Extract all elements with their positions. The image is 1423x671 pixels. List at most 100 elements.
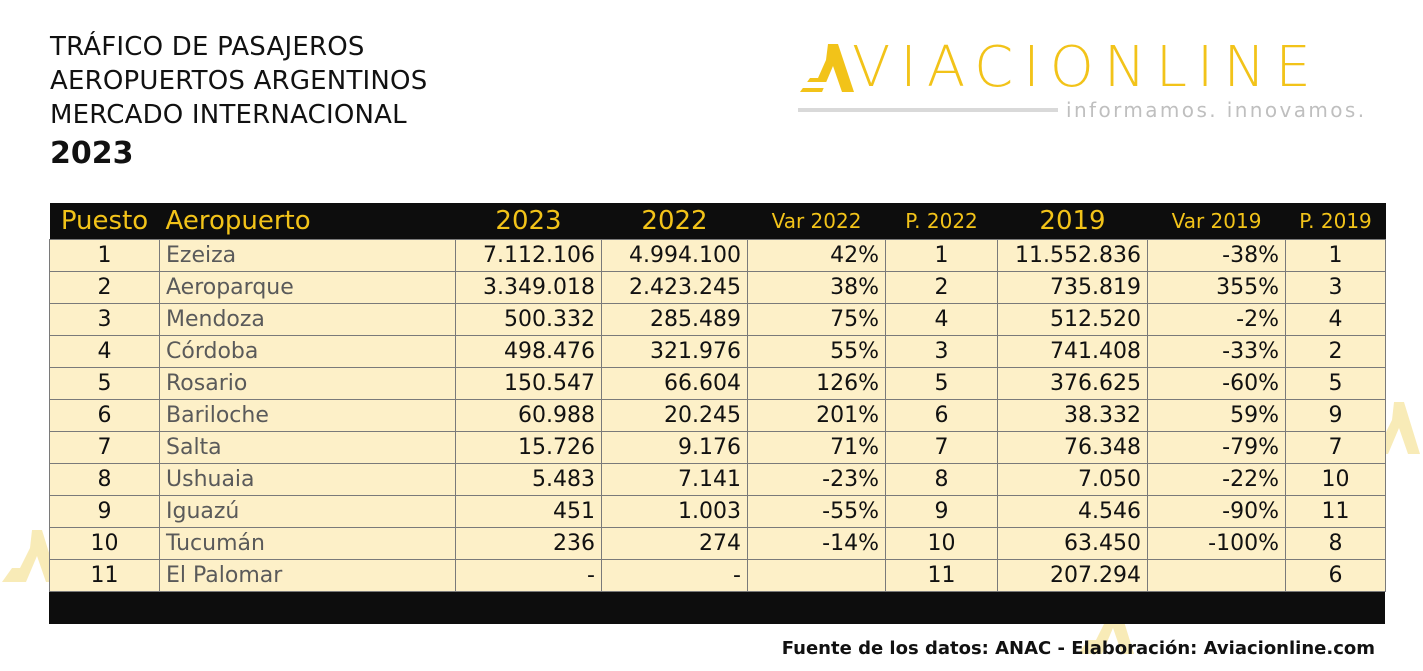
cell-var-2022: 42% bbox=[747, 238, 886, 272]
cell-pax-2023: 236 bbox=[455, 526, 602, 560]
cell-var-2022: -14% bbox=[747, 526, 886, 560]
cell-p-2022: 5 bbox=[885, 366, 998, 400]
cell-var-2022: 126% bbox=[747, 366, 886, 400]
cell-aeropuerto: Salta bbox=[159, 430, 456, 464]
logo-wordmark: VIACIONLINE bbox=[852, 35, 1321, 100]
cell-pax-2019: 376.625 bbox=[997, 366, 1148, 400]
cell-pax-2019: 735.819 bbox=[997, 270, 1148, 304]
cell-var-2019: -2% bbox=[1147, 302, 1286, 336]
cell-pax-2019: 4.546 bbox=[997, 494, 1148, 528]
cell-var-2022: 38% bbox=[747, 270, 886, 304]
header-var-2019: Var 2019 bbox=[1171, 208, 1262, 233]
cell-p-2019: 8 bbox=[1285, 526, 1386, 560]
header-p-2022: P. 2022 bbox=[905, 208, 978, 233]
cell-puesto: 6 bbox=[49, 398, 160, 432]
cell-var-2019: 355% bbox=[1147, 270, 1286, 304]
cell-var-2019: -100% bbox=[1147, 526, 1286, 560]
cell-p-2022: 4 bbox=[885, 302, 998, 336]
cell-aeropuerto: Tucumán bbox=[159, 526, 456, 560]
title-year: 2023 bbox=[50, 136, 134, 171]
title-line-1: TRÁFICO DE PASAJEROS bbox=[50, 32, 365, 62]
cell-pax-2023: 15.726 bbox=[455, 430, 602, 464]
cell-p-2022: 11 bbox=[885, 558, 998, 592]
cell-puesto: 5 bbox=[49, 366, 160, 400]
cell-pax-2023: 451 bbox=[455, 494, 602, 528]
table-row: 3 Mendoza 500.332 285.489 75% 4 512.520 -2% 4 bbox=[49, 302, 1386, 336]
cell-var-2019: 59% bbox=[1147, 398, 1286, 432]
table-row: 4 Córdoba 498.476 321.976 55% 3 741.408 -33% 2 bbox=[49, 334, 1386, 368]
cell-var-2019: -90% bbox=[1147, 494, 1286, 528]
cell-p-2022: 7 bbox=[885, 430, 998, 464]
cell-p-2022: 8 bbox=[885, 462, 998, 496]
cell-pax-2023: 150.547 bbox=[455, 366, 602, 400]
cell-var-2022: 71% bbox=[747, 430, 886, 464]
cell-pax-2019: 7.050 bbox=[997, 462, 1148, 496]
title-line-3: MERCADO INTERNACIONAL bbox=[50, 100, 407, 130]
cell-pax-2019: 38.332 bbox=[997, 398, 1148, 432]
passenger-traffic-table: Puesto Aeropuerto 2023 2022 Var 2022 P. … bbox=[49, 203, 1386, 624]
header-puesto: Puesto bbox=[60, 205, 149, 236]
table-body: 1 Ezeiza 7.112.106 4.994.100 42% 1 11.552.836-… bbox=[49, 238, 1386, 592]
cell-p-2019: 4 bbox=[1285, 302, 1386, 336]
cell-p-2019: 5 bbox=[1285, 366, 1386, 400]
cell-p-2022: 9 bbox=[885, 494, 998, 528]
cell-pax-2022: 285.489 bbox=[601, 302, 748, 336]
table-footer-bar bbox=[49, 591, 1385, 624]
cell-var-2022: -23% bbox=[747, 462, 886, 496]
table-row: 2 Aeroparque 3.349.018 2.423.245 38% 2 735.819… bbox=[49, 270, 1386, 304]
cell-pax-2022: 1.003 bbox=[601, 494, 748, 528]
cell-p-2022: 6 bbox=[885, 398, 998, 432]
cell-puesto: 2 bbox=[49, 270, 160, 304]
cell-aeropuerto: Rosario bbox=[159, 366, 456, 400]
header-2019: 2019 bbox=[1039, 205, 1106, 236]
table-row: 7 Salta 15.726 9.176 71% 7 76.348 -79% 7 bbox=[49, 430, 1386, 464]
cell-aeropuerto: Aeroparque bbox=[159, 270, 456, 304]
cell-p-2022: 3 bbox=[885, 334, 998, 368]
cell-var-2022: -55% bbox=[747, 494, 886, 528]
cell-puesto: 8 bbox=[49, 462, 160, 496]
cell-var-2019: -22% bbox=[1147, 462, 1286, 496]
cell-p-2019: 1 bbox=[1285, 238, 1386, 272]
cell-var-2019 bbox=[1147, 558, 1286, 592]
cell-pax-2019: 741.408 bbox=[997, 334, 1148, 368]
cell-pax-2022: 7.141 bbox=[601, 462, 748, 496]
table-row: 5 Rosario 150.547 66.604 126% 5 376.625 -60% 5 bbox=[49, 366, 1386, 400]
cell-p-2022: 1 bbox=[885, 238, 998, 272]
header-2022: 2022 bbox=[641, 205, 708, 236]
cell-var-2019: -38% bbox=[1147, 238, 1286, 272]
cell-pax-2023: 500.332 bbox=[455, 302, 602, 336]
cell-pax-2019: 512.520 bbox=[997, 302, 1148, 336]
cell-p-2019: 10 bbox=[1285, 462, 1386, 496]
cell-puesto: 7 bbox=[49, 430, 160, 464]
cell-pax-2023: 3.349.018 bbox=[455, 270, 602, 304]
title-line-2: AEROPUERTOS ARGENTINOS bbox=[50, 66, 428, 96]
cell-var-2019: -60% bbox=[1147, 366, 1286, 400]
cell-pax-2022: 274 bbox=[601, 526, 748, 560]
cell-p-2022: 10 bbox=[885, 526, 998, 560]
cell-puesto: 1 bbox=[49, 238, 160, 272]
table-row: 11 El Palomar - -11 207.294 6 bbox=[49, 558, 1386, 592]
cell-p-2019: 11 bbox=[1285, 494, 1386, 528]
cell-pax-2019: 76.348 bbox=[997, 430, 1148, 464]
table-row: 1 Ezeiza 7.112.106 4.994.100 42% 1 11.552.836-… bbox=[49, 238, 1386, 272]
cell-aeropuerto: Iguazú bbox=[159, 494, 456, 528]
cell-puesto: 4 bbox=[49, 334, 160, 368]
cell-puesto: 3 bbox=[49, 302, 160, 336]
cell-pax-2022: - bbox=[601, 558, 748, 592]
cell-pax-2022: 2.423.245 bbox=[601, 270, 748, 304]
cell-p-2019: 3 bbox=[1285, 270, 1386, 304]
header-var-2022: Var 2022 bbox=[771, 208, 862, 233]
cell-pax-2022: 4.994.100 bbox=[601, 238, 748, 272]
cell-p-2019: 7 bbox=[1285, 430, 1386, 464]
logo-tagline: informamos. innovamos. bbox=[1066, 98, 1367, 122]
header-2023: 2023 bbox=[495, 205, 562, 236]
cell-aeropuerto: Ushuaia bbox=[159, 462, 456, 496]
cell-var-2022: 55% bbox=[747, 334, 886, 368]
cell-puesto: 9 bbox=[49, 494, 160, 528]
cell-pax-2022: 9.176 bbox=[601, 430, 748, 464]
logo-rule bbox=[798, 108, 1058, 112]
cell-puesto: 11 bbox=[49, 558, 160, 592]
cell-pax-2022: 66.604 bbox=[601, 366, 748, 400]
cell-p-2019: 6 bbox=[1285, 558, 1386, 592]
